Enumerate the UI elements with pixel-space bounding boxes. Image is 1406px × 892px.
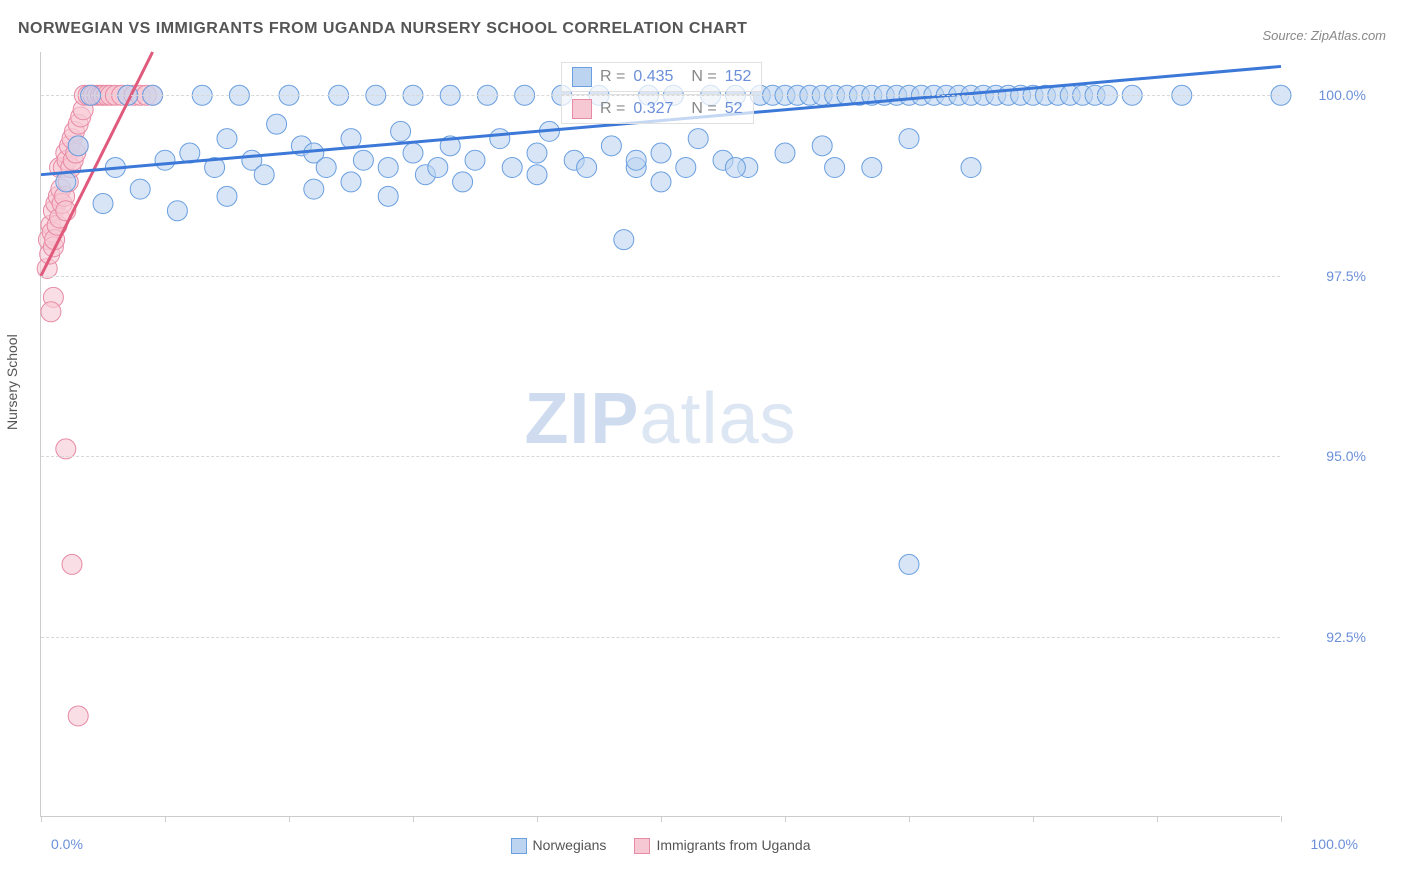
gridline — [41, 95, 1280, 96]
legend-label-1: Norwegians — [533, 837, 607, 853]
legend-swatch-1 — [511, 838, 527, 854]
x-tick — [661, 816, 662, 822]
x-tick — [1033, 816, 1034, 822]
r-label-1: R = — [600, 68, 625, 86]
x-tick — [1281, 816, 1282, 822]
legend-item-1: Norwegians — [511, 837, 607, 854]
x-tick — [909, 816, 910, 822]
r-value-1: 0.435 — [633, 68, 673, 86]
x-tick — [1157, 816, 1158, 822]
legend-item-2: Immigrants from Uganda — [634, 837, 810, 854]
chart-title: NORWEGIAN VS IMMIGRANTS FROM UGANDA NURS… — [18, 20, 747, 38]
x-tick — [537, 816, 538, 822]
x-tick — [165, 816, 166, 822]
y-tick-label: 95.0% — [1326, 448, 1366, 464]
stats-series2: R = 0.327 N = 52 — [561, 94, 754, 124]
y-tick-label: 92.5% — [1326, 629, 1366, 645]
gridline — [41, 456, 1280, 457]
stats-swatch-2 — [572, 99, 592, 119]
x-tick — [413, 816, 414, 822]
legend-swatch-2 — [634, 838, 650, 854]
x-tick — [41, 816, 42, 822]
plot-area: ZIPatlas R = 0.435 N = 152 R = 0.327 N =… — [40, 52, 1280, 817]
legend-label-2: Immigrants from Uganda — [656, 837, 810, 853]
y-tick-label: 100.0% — [1319, 87, 1366, 103]
y-tick-label: 97.5% — [1326, 268, 1366, 284]
stats-swatch-1 — [572, 67, 592, 87]
x-axis-min-label: 0.0% — [51, 836, 83, 852]
source-attribution: Source: ZipAtlas.com — [1262, 28, 1386, 43]
legend: Norwegians Immigrants from Uganda — [511, 837, 811, 854]
r-label-2: R = — [600, 100, 625, 118]
n-label-2: N = — [691, 100, 716, 118]
y-axis-label: Nursery School — [4, 334, 20, 430]
n-value-2: 52 — [725, 100, 743, 118]
stats-series1: R = 0.435 N = 152 — [561, 62, 762, 92]
r-value-2: 0.327 — [633, 100, 673, 118]
scatter-svg — [41, 52, 1280, 816]
x-axis-max-label: 100.0% — [1311, 836, 1358, 852]
n-label-1: N = — [691, 68, 716, 86]
n-value-1: 152 — [725, 68, 752, 86]
x-tick — [785, 816, 786, 822]
gridline — [41, 637, 1280, 638]
x-tick — [289, 816, 290, 822]
gridline — [41, 276, 1280, 277]
